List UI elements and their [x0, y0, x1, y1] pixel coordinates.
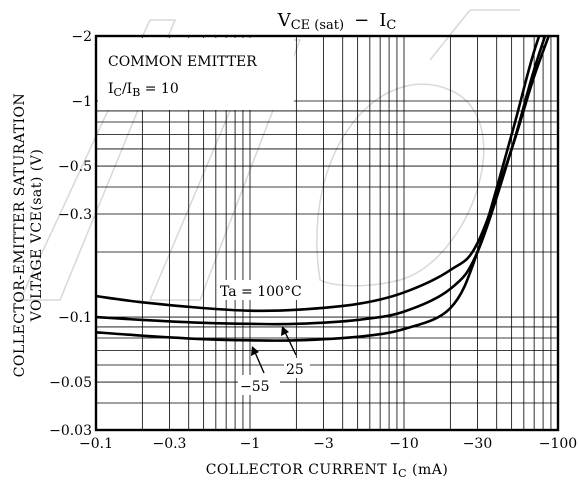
watermark	[18, 9, 520, 301]
series-line	[96, 36, 541, 342]
x-tick-label: −100	[539, 436, 577, 452]
x-tick-label: −1	[240, 436, 261, 452]
y-tick-label: −0.5	[58, 159, 92, 175]
x-tick-label: −30	[463, 436, 493, 452]
y-tick-label: −0.05	[49, 375, 92, 391]
annotation-box	[98, 38, 294, 110]
ratio-label: IC/IB = 10	[108, 81, 179, 99]
svg-text:VOLTAGE VCE(sat) (V): VOLTAGE VCE(sat) (V)	[29, 149, 45, 323]
x-tick-label: −0.3	[152, 436, 186, 452]
label-25-bg	[284, 358, 310, 378]
series-label-m55: −55	[240, 379, 270, 395]
chart-title: VCE (sat) − IC	[277, 10, 397, 33]
y-tick-label: −0.3	[58, 207, 92, 223]
y-tick-label: −0.03	[49, 423, 92, 439]
common-emitter-label: COMMON EMITTER	[108, 54, 257, 70]
y-tick-label: −2	[71, 29, 92, 45]
y-axis-label: COLLECTOR-EMITTER SATURATION VOLTAGE VCE…	[12, 93, 45, 378]
series-label-100c: Ta = 100°C	[220, 284, 302, 300]
x-tick-label: −0.1	[79, 436, 113, 452]
x-tick-label: −3	[313, 436, 334, 452]
tick-labels: −0.1 −0.3 −1 −3 −10 −30 −100−2−1−0.5−0.3−0.1−0…	[49, 29, 577, 452]
pointer-arrow-m55	[251, 346, 265, 374]
y-tick-label: −1	[71, 94, 92, 110]
plot-frame	[94, 34, 560, 432]
y-tick-label: −0.1	[58, 310, 92, 326]
pointer-arrow-25	[281, 326, 297, 356]
x-tick-label: −10	[389, 436, 419, 452]
series-label-25: 25	[286, 362, 304, 378]
series-layer	[96, 36, 551, 342]
x-axis-label: COLLECTOR CURRENT IC (mA)	[206, 462, 449, 480]
ta-label-bg	[218, 280, 316, 300]
label-m55-bg	[238, 375, 280, 395]
series-line	[96, 36, 547, 326]
svg-text:COLLECTOR-EMITTER SATURATION: COLLECTOR-EMITTER SATURATION	[12, 93, 28, 378]
